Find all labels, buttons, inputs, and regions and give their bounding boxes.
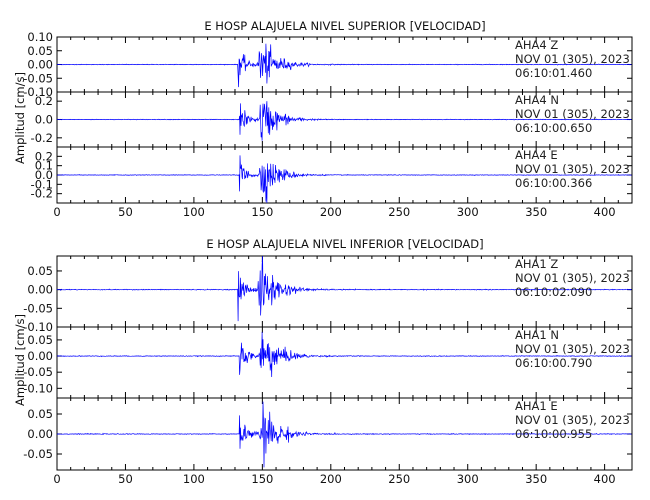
y-tick-label: -0.05 (23, 71, 53, 85)
x-tick-label: 300 (457, 472, 479, 486)
x-tick-label: 350 (525, 472, 547, 486)
record-time: 06:10:00.955 (515, 427, 592, 441)
ylabel-bottom: Amplitud [cm/s] (13, 314, 27, 406)
y-tick-label: -0.1 (31, 177, 53, 191)
y-tick-label: 0.0 (35, 168, 53, 182)
x-tick-label: 200 (320, 472, 342, 486)
x-tick-label: 250 (388, 205, 410, 219)
y-tick-label: -0.10 (23, 381, 53, 395)
record-date: NOV 01 (305), 2023 (515, 342, 630, 356)
x-tick-label: 250 (388, 472, 410, 486)
station-name: AHA1 E (515, 399, 558, 413)
y-tick-label: 0.2 (35, 149, 53, 163)
record-date: NOV 01 (305), 2023 (515, 107, 630, 121)
y-tick-label: 0.00 (27, 349, 53, 363)
x-tick-label: 50 (118, 205, 133, 219)
x-tick-label: 350 (525, 205, 547, 219)
x-tick-label: 50 (118, 472, 133, 486)
y-tick-label: 0.0 (35, 113, 53, 127)
waveform-trace (56, 401, 632, 468)
y-tick-label: 0.05 (27, 407, 53, 421)
y-tick-label: -0.2 (31, 131, 53, 145)
x-tick-label: 100 (183, 472, 205, 486)
y-tick-label: -0.2 (31, 187, 53, 201)
ylabel-top: Amplitud [cm/s] (13, 72, 27, 164)
record-date: NOV 01 (305), 2023 (515, 162, 630, 176)
station-name: AHA1 Z (515, 257, 558, 271)
record-time: 06:10:00.366 (515, 176, 592, 190)
x-tick-label: 400 (594, 205, 616, 219)
y-tick-label: 0.00 (27, 427, 53, 441)
record-date: NOV 01 (305), 2023 (515, 52, 630, 66)
waveform-trace (56, 155, 632, 204)
record-time: 06:10:00.650 (515, 121, 592, 135)
x-tick-label: 0 (53, 472, 60, 486)
y-tick-label: -0.05 (23, 447, 53, 461)
x-tick-label: 150 (251, 205, 273, 219)
record-time: 06:10:02.090 (515, 285, 592, 299)
waveform-trace (56, 101, 632, 141)
y-tick-label: 0.05 (27, 333, 53, 347)
station-name: AHA4 N (515, 93, 559, 107)
x-tick-label: 100 (183, 205, 205, 219)
y-tick-label: 0.10 (27, 30, 53, 44)
waveform-trace (56, 43, 632, 88)
station-name: AHA4 E (515, 148, 558, 162)
x-tick-label: 300 (457, 205, 479, 219)
y-tick-label: -0.05 (23, 301, 53, 315)
x-tick-label: 150 (251, 472, 273, 486)
record-date: NOV 01 (305), 2023 (515, 271, 630, 285)
x-tick-label: 0 (53, 205, 60, 219)
station-name: AHA4 Z (515, 38, 558, 52)
chart-title-bottom: E HOSP ALAJUELA NIVEL INFERIOR [VELOCIDA… (206, 237, 483, 251)
x-tick-label: 200 (320, 205, 342, 219)
waveform-trace (56, 331, 632, 378)
y-tick-label: -0.10 (23, 85, 53, 99)
y-tick-label: 0.00 (27, 283, 53, 297)
waveform-trace (56, 255, 632, 322)
chart-title-top: E HOSP ALAJUELA NIVEL SUPERIOR [VELOCIDA… (204, 19, 485, 33)
record-time: 06:10:00.790 (515, 356, 592, 370)
x-tick-label: 400 (594, 472, 616, 486)
record-date: NOV 01 (305), 2023 (515, 413, 630, 427)
y-tick-label: 0.05 (27, 44, 53, 58)
y-tick-label: 0.05 (27, 264, 53, 278)
y-tick-label: -0.10 (23, 320, 53, 334)
station-name: AHA1 N (515, 328, 559, 342)
y-tick-label: 0.2 (35, 94, 53, 108)
y-tick-label: 0.1 (35, 159, 53, 173)
y-tick-label: -0.05 (23, 365, 53, 379)
record-time: 06:10:01.460 (515, 66, 592, 80)
y-tick-label: 0.00 (27, 58, 53, 72)
